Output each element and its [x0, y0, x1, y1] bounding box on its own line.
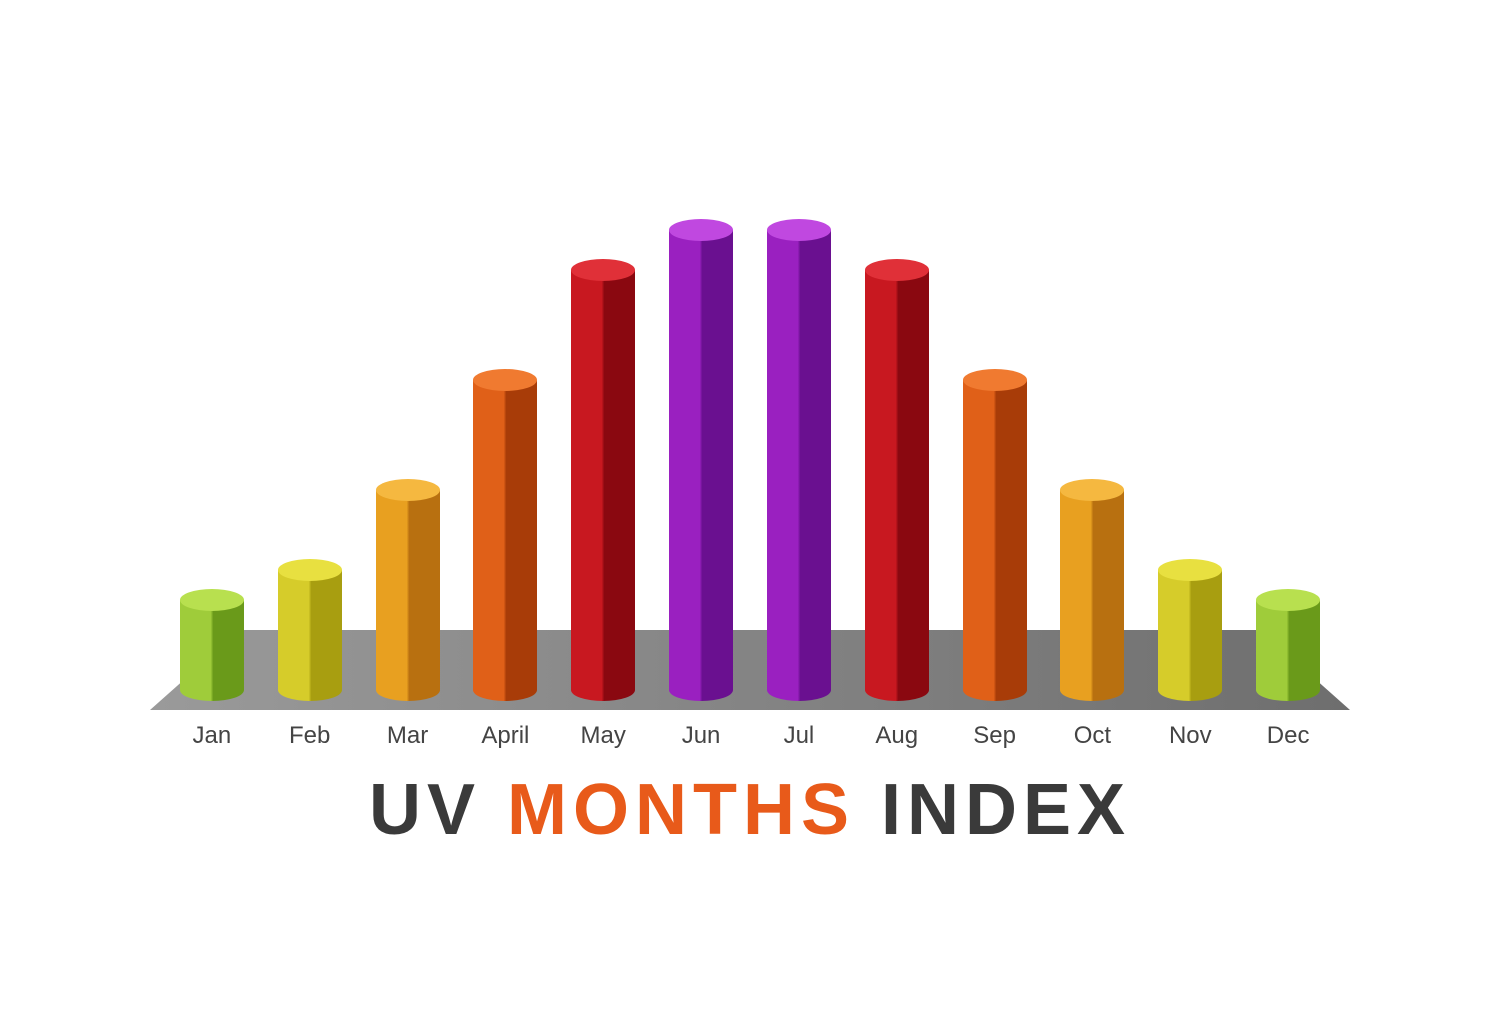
x-label-sep: Sep — [959, 722, 1031, 750]
cylinder-bottom — [767, 679, 831, 701]
cylinder-bottom — [1158, 679, 1222, 701]
x-label-may: May — [567, 722, 639, 750]
cylinder — [376, 490, 440, 690]
bar-aug — [861, 270, 933, 690]
cylinder — [1158, 570, 1222, 690]
cylinder-bottom — [180, 679, 244, 701]
bar-sep — [959, 380, 1031, 690]
cylinder-body — [767, 230, 831, 690]
x-label-oct: Oct — [1056, 722, 1128, 750]
bar-mar — [372, 490, 444, 690]
cylinder-body — [865, 270, 929, 690]
cylinder-top — [1060, 479, 1124, 501]
cylinder-bottom — [571, 679, 635, 701]
chart-bars — [150, 190, 1350, 690]
bar-feb — [274, 570, 346, 690]
bar-nov — [1154, 570, 1226, 690]
chart-x-labels: Jan Feb Mar April May Jun Jul Aug Sep Oct Nov Dec — [150, 722, 1350, 750]
cylinder-body — [571, 270, 635, 690]
bar-may — [567, 270, 639, 690]
cylinder-top — [767, 219, 831, 241]
x-label-april: April — [469, 722, 541, 750]
cylinder — [473, 380, 537, 690]
x-label-jun: Jun — [665, 722, 737, 750]
cylinder — [1256, 600, 1320, 690]
cylinder — [180, 600, 244, 690]
cylinder-bottom — [865, 679, 929, 701]
cylinder-body — [669, 230, 733, 690]
cylinder — [767, 230, 831, 690]
chart-area: Jan Feb Mar April May Jun Jul Aug Sep Oct Nov Dec — [150, 190, 1350, 750]
cylinder-body — [963, 380, 1027, 690]
cylinder-bottom — [1060, 679, 1124, 701]
cylinder-body — [376, 490, 440, 690]
bar-dec — [1252, 600, 1324, 690]
cylinder-top — [963, 369, 1027, 391]
cylinder-top — [278, 559, 342, 581]
x-label-feb: Feb — [274, 722, 346, 750]
cylinder — [571, 270, 635, 690]
cylinder-top — [669, 219, 733, 241]
x-label-nov: Nov — [1154, 722, 1226, 750]
cylinder-body — [180, 600, 244, 690]
cylinder — [669, 230, 733, 690]
x-label-dec: Dec — [1252, 722, 1324, 750]
x-label-jul: Jul — [763, 722, 835, 750]
x-label-jan: Jan — [176, 722, 248, 750]
cylinder-bottom — [963, 679, 1027, 701]
cylinder-top — [865, 259, 929, 281]
cylinder-bottom — [473, 679, 537, 701]
title-word-index: INDEX — [881, 774, 1131, 846]
cylinder-body — [1158, 570, 1222, 690]
x-label-aug: Aug — [861, 722, 933, 750]
bar-oct — [1056, 490, 1128, 690]
chart-title: UV MONTHS INDEX — [150, 774, 1350, 846]
cylinder-bottom — [669, 679, 733, 701]
cylinder — [865, 270, 929, 690]
cylinder-bottom — [1256, 679, 1320, 701]
cylinder-body — [1060, 490, 1124, 690]
cylinder-body — [473, 380, 537, 690]
cylinder-top — [473, 369, 537, 391]
cylinder — [963, 380, 1027, 690]
cylinder-top — [1158, 559, 1222, 581]
uv-months-chart: Jan Feb Mar April May Jun Jul Aug Sep Oct Nov Dec U… — [150, 190, 1350, 846]
cylinder-bottom — [376, 679, 440, 701]
cylinder-top — [1256, 589, 1320, 611]
cylinder-body — [1256, 600, 1320, 690]
cylinder-bottom — [278, 679, 342, 701]
bar-jun — [665, 230, 737, 690]
cylinder-top — [571, 259, 635, 281]
cylinder — [1060, 490, 1124, 690]
cylinder — [278, 570, 342, 690]
cylinder-top — [180, 589, 244, 611]
bar-april — [469, 380, 541, 690]
title-word-months: MONTHS — [507, 774, 855, 846]
x-label-mar: Mar — [372, 722, 444, 750]
cylinder-body — [278, 570, 342, 690]
bar-jan — [176, 600, 248, 690]
bar-jul — [763, 230, 835, 690]
title-word-uv: UV — [369, 774, 481, 846]
cylinder-top — [376, 479, 440, 501]
